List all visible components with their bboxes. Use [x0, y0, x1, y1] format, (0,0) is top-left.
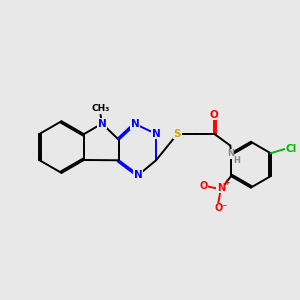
- Text: +: +: [224, 178, 230, 187]
- Text: N: N: [131, 119, 140, 129]
- Text: O: O: [199, 182, 207, 191]
- Text: N: N: [134, 170, 143, 180]
- Text: O: O: [210, 110, 218, 120]
- Text: O⁻: O⁻: [214, 203, 227, 213]
- Text: N: N: [217, 183, 225, 193]
- Text: N: N: [98, 118, 106, 129]
- Text: S: S: [174, 129, 181, 139]
- Text: H: H: [233, 156, 240, 165]
- Text: N: N: [227, 149, 234, 158]
- Text: N: N: [152, 129, 161, 139]
- Text: CH₃: CH₃: [92, 104, 110, 113]
- Text: Cl: Cl: [286, 144, 297, 154]
